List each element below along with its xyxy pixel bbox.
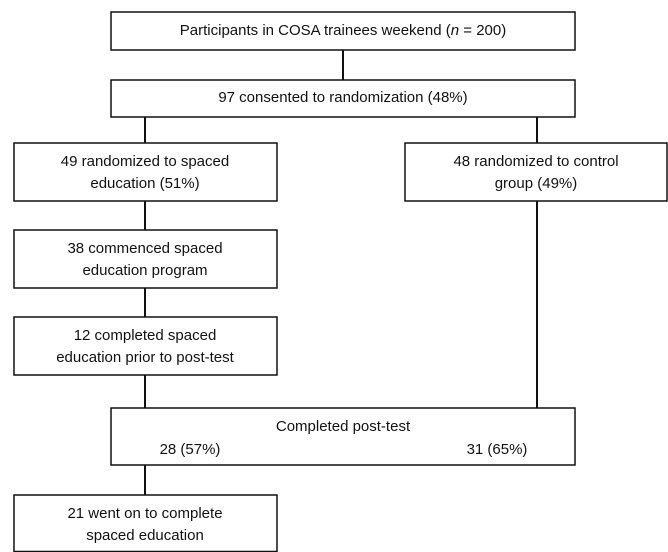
box	[13, 142, 278, 202]
node-label: 21 went on to complete	[67, 505, 222, 522]
node-label: Completed post-test	[276, 418, 411, 435]
group-count: 31 (65%)	[467, 441, 528, 458]
box	[404, 142, 668, 202]
node-label: education prior to post-test	[56, 349, 234, 366]
connectors	[144, 50, 538, 495]
label-part: n	[451, 22, 459, 39]
node-label: Participants in COSA trainees weekend (n…	[180, 22, 506, 39]
group-count: 28 (57%)	[160, 441, 221, 458]
node-label: 48 randomized to control	[453, 153, 618, 170]
box	[13, 494, 278, 552]
label-part: = 200)	[459, 22, 506, 39]
box	[110, 407, 576, 466]
node-label: 97 consented to randomization (48%)	[218, 89, 467, 106]
node-label: 38 commenced spaced	[67, 240, 222, 257]
node-label: education (51%)	[90, 175, 199, 192]
box	[13, 316, 278, 376]
box	[13, 229, 278, 289]
node-label: group (49%)	[495, 175, 578, 192]
node-label: education program	[82, 262, 207, 279]
node-label: 12 completed spaced	[74, 327, 217, 344]
box	[110, 11, 576, 51]
label-part: Participants in COSA trainees weekend (	[180, 22, 451, 39]
node-label: spaced education	[86, 527, 204, 544]
node-label: 49 randomized to spaced	[61, 153, 229, 170]
box	[110, 79, 576, 118]
